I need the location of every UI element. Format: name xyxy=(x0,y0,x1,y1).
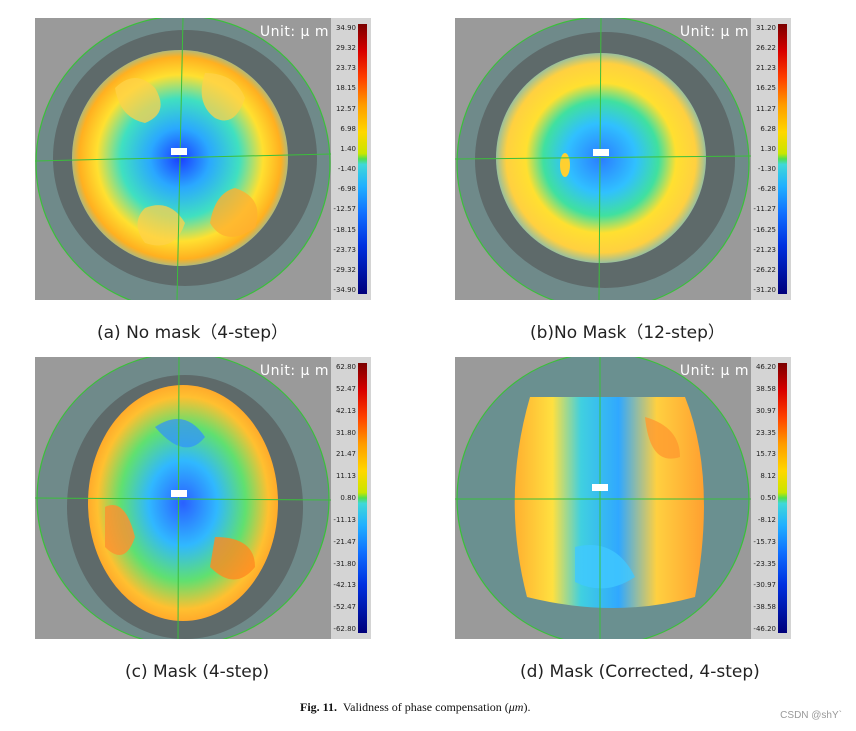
colorbar-tick-label: -31.20 xyxy=(753,286,776,294)
colorbar-tick-label: 34.90 xyxy=(335,24,356,32)
colorbar-tick-label: 18.15 xyxy=(335,84,356,93)
colorbar-tick-label: -62.80 xyxy=(333,625,356,633)
colorbar-tick-label: 1.30 xyxy=(760,144,776,153)
colorbar-gradient xyxy=(358,24,367,294)
colorbar-tick-label: 30.97 xyxy=(755,406,776,415)
figure-caption: Fig. 11. Validness of phase compensation… xyxy=(300,700,530,715)
colorbar-tick-label: -38.58 xyxy=(753,603,776,612)
colorbar-tick-label: 23.73 xyxy=(335,64,356,73)
watermark: CSDN @shY` xyxy=(780,710,842,721)
colorbar-tick-label: 29.32 xyxy=(335,44,356,53)
colorbar-tick-label: 52.47 xyxy=(335,384,356,393)
colorbar-tick-label: -8.12 xyxy=(757,515,776,524)
colorbar-tick-label: -31.80 xyxy=(333,559,356,568)
surface-map-a xyxy=(35,18,331,300)
unit-label-b: Unit: μ m xyxy=(679,24,749,40)
colorbar-tick-label: 23.35 xyxy=(755,428,776,437)
colorbar-tick-label: -11.13 xyxy=(333,515,356,524)
colorbar-a: 34.90 29.32 23.73 18.15 12.57 6.98 1.40 -1.40 -6… xyxy=(331,18,371,300)
colorbar-tick-label: 16.25 xyxy=(755,84,776,93)
colorbar-tick-label: 26.22 xyxy=(755,44,776,53)
panel-label-b: (b)No Mask（12-step） xyxy=(530,323,725,343)
surface-map-b xyxy=(455,18,751,300)
panel-a: Unit: μ m 34.90 29.32 23.73 18.15 12.57 6.98 1… xyxy=(35,18,371,300)
colorbar-tick-label: 6.28 xyxy=(760,124,776,133)
colorbar-tick-label: -42.13 xyxy=(333,581,356,590)
colorbar-tick-label: -16.25 xyxy=(753,225,776,234)
colorbar-tick-label: 42.13 xyxy=(335,406,356,415)
surface-map-c xyxy=(35,357,331,639)
unit-label-d: Unit: μ m xyxy=(679,363,749,379)
colorbar-tick-label: -18.15 xyxy=(333,225,356,234)
colorbar-tick-label: 62.80 xyxy=(335,363,356,371)
colorbar-tick-label: -1.40 xyxy=(337,165,356,174)
colorbar-tick-label: 21.23 xyxy=(755,64,776,73)
colorbar-tick-label: -1.30 xyxy=(757,165,776,174)
colorbar-tick-label: 15.73 xyxy=(755,450,776,459)
panel-label-a: (a) No mask（4-step） xyxy=(97,323,289,343)
colorbar-tick-label: -11.27 xyxy=(753,205,776,214)
colorbar-tick-label: -21.47 xyxy=(333,537,356,546)
panel-d: Unit: μ m 46.20 38.58 30.97 23.35 15.73 8.12 0… xyxy=(455,357,791,639)
colorbar-tick-label: -30.97 xyxy=(753,581,776,590)
colorbar-tick-label: -6.98 xyxy=(337,185,356,194)
panel-b: Unit: μ m 31.20 26.22 21.23 16.25 11.27 6.28 1… xyxy=(455,18,791,300)
colorbar-tick-label: 12.57 xyxy=(335,104,356,113)
surface-map-d xyxy=(455,357,751,639)
caption-prefix: Fig. 11. xyxy=(300,700,338,714)
unit-label-a: Unit: μ m xyxy=(259,24,329,40)
colorbar-tick-label: 11.27 xyxy=(755,104,776,113)
colorbar-tick-label: -12.57 xyxy=(333,205,356,214)
colorbar-tick-label: 21.47 xyxy=(335,450,356,459)
panel-c: Unit: μ m 62.80 52.47 42.13 31.80 21.47 11.13… xyxy=(35,357,371,639)
colorbar-tick-label: -23.73 xyxy=(333,245,356,254)
colorbar-tick-label: 11.13 xyxy=(335,472,356,481)
colorbar-tick-label: -23.35 xyxy=(753,559,776,568)
caption-suffix: ). xyxy=(523,700,531,714)
colorbar-b: 31.20 26.22 21.23 16.25 11.27 6.28 1.30 -1.30 -6… xyxy=(751,18,791,300)
colorbar-tick-label: 0.80 xyxy=(340,494,356,502)
colorbar-tick-label: 0.50 xyxy=(760,494,776,502)
unit-label-c: Unit: μ m xyxy=(259,363,329,379)
colorbar-tick-label: 6.98 xyxy=(340,124,356,133)
panel-label-c: (c) Mask (4-step) xyxy=(125,662,270,682)
caption-text: Validness of phase compensation ( xyxy=(342,700,509,714)
colorbar-gradient xyxy=(778,363,787,633)
panel-label-d: (d) Mask (Corrected, 4-step) xyxy=(520,662,760,682)
colorbar-gradient xyxy=(778,24,787,294)
colorbar-tick-label: 8.12 xyxy=(760,472,776,481)
colorbar-tick-label: -29.32 xyxy=(333,265,356,274)
colorbar-gradient xyxy=(358,363,367,633)
colorbar-tick-label: 38.58 xyxy=(755,384,776,393)
colorbar-d: 46.20 38.58 30.97 23.35 15.73 8.12 0.50 -8.12 -1… xyxy=(751,357,791,639)
colorbar-tick-label: 1.40 xyxy=(340,144,356,153)
colorbar-c: 62.80 52.47 42.13 31.80 21.47 11.13 0.80 -11.13… xyxy=(331,357,371,639)
colorbar-tick-label: -26.22 xyxy=(753,265,776,274)
caption-symbol: μm xyxy=(508,700,524,714)
colorbar-tick-label: -52.47 xyxy=(333,603,356,612)
colorbar-tick-label: -46.20 xyxy=(753,625,776,633)
colorbar-tick-label: 31.80 xyxy=(335,428,356,437)
colorbar-tick-label: -21.23 xyxy=(753,245,776,254)
colorbar-tick-label: 31.20 xyxy=(755,24,776,32)
colorbar-tick-label: 46.20 xyxy=(755,363,776,371)
colorbar-tick-label: -34.90 xyxy=(333,286,356,294)
colorbar-tick-label: -6.28 xyxy=(757,185,776,194)
colorbar-tick-label: -15.73 xyxy=(753,537,776,546)
